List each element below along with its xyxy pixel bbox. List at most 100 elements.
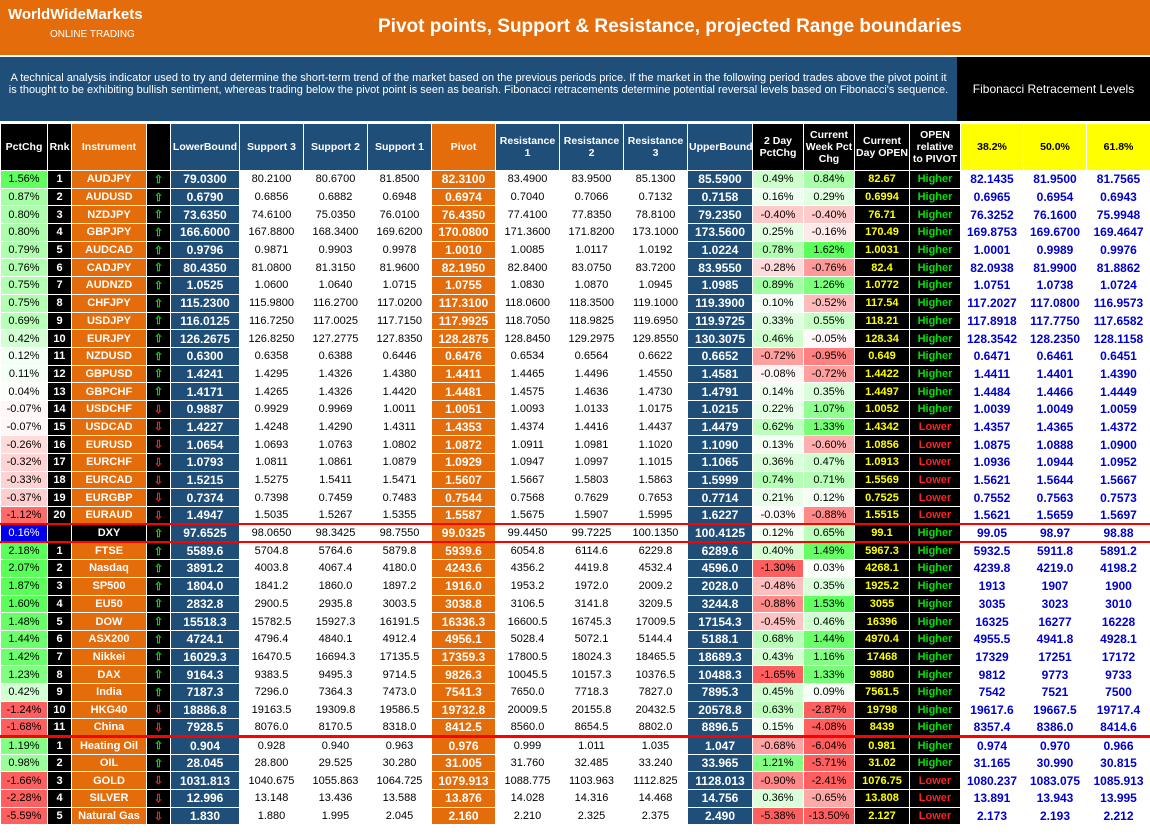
cell-resistance2: 5072.1 bbox=[559, 629, 624, 649]
cell-upperbound: 119.3900 bbox=[687, 293, 753, 313]
cell-fib-618: 1085.913 bbox=[1086, 771, 1150, 791]
cell-fib-382: 0.6965 bbox=[960, 187, 1024, 207]
cell-resistance2: 1.4496 bbox=[559, 364, 624, 384]
table-row: 1.44% 6 ASX200 ⇧ 4724.1 4796.4 4840.1 4912.4 495… bbox=[0, 629, 1150, 649]
cell-day-open: 1.0031 bbox=[854, 240, 910, 260]
cell-pivot: 0.6974 bbox=[431, 187, 496, 207]
cell-rank: 9 bbox=[47, 682, 72, 702]
cell-fib-382: 1.0001 bbox=[960, 240, 1024, 260]
col-resistance3: Resistance 3 bbox=[623, 123, 688, 171]
cell-day-open: 1925.2 bbox=[854, 576, 910, 596]
cell-support1: 0.6446 bbox=[367, 346, 432, 366]
cell-lowerbound: 166.6000 bbox=[170, 223, 240, 242]
cell-pivot: 16336.3 bbox=[431, 612, 496, 631]
cell-lowerbound: 0.9887 bbox=[170, 399, 240, 419]
cell-fib-382: 128.3542 bbox=[960, 329, 1024, 348]
cell-fib-500: 1.0944 bbox=[1023, 453, 1087, 472]
cell-fib-382: 1.4484 bbox=[960, 382, 1024, 401]
cell-direction: ⇧ bbox=[146, 647, 171, 667]
cell-support1: 5879.8 bbox=[367, 541, 432, 561]
cell-direction: ⇧ bbox=[146, 329, 171, 348]
cell-support2: 9495.3 bbox=[303, 665, 368, 684]
table-row: 1.56% 1 AUDJPY ⇧ 79.0300 80.2100 80.6700 81.850… bbox=[0, 170, 1150, 189]
cell-2day-pctchg: 0.21% bbox=[752, 488, 804, 508]
cell-day-open: 117.54 bbox=[854, 293, 910, 313]
up-arrow-icon: ⇧ bbox=[153, 757, 164, 770]
cell-resistance2: 1.5803 bbox=[559, 470, 624, 490]
cell-pctchg: -1.12% bbox=[0, 506, 48, 525]
col-direction bbox=[146, 123, 171, 171]
table-row: 0.42% 10 EURJPY ⇧ 126.2675 126.8250 127.2775 12… bbox=[0, 329, 1150, 348]
cell-open-vs-pivot: Higher bbox=[909, 682, 961, 702]
cell-pivot: 170.0800 bbox=[431, 223, 496, 242]
cell-day-open: 1.0772 bbox=[854, 276, 910, 295]
table-row: 1.42% 7 Nikkei ⇧ 16029.3 16470.5 16694.3 17135.… bbox=[0, 647, 1150, 667]
cell-instrument: GBPJPY bbox=[71, 223, 147, 242]
cell-support1: 1.4311 bbox=[367, 417, 432, 437]
cell-resistance2: 1103.963 bbox=[559, 771, 624, 791]
cell-instrument: DXY bbox=[71, 523, 147, 543]
cell-fib-382: 2.173 bbox=[960, 806, 1024, 826]
cell-resistance2: 1.0870 bbox=[559, 276, 624, 295]
cell-pivot: 1.5607 bbox=[431, 470, 496, 490]
cell-instrument: AUDUSD bbox=[71, 187, 147, 207]
cell-fib-618: 30.815 bbox=[1086, 753, 1150, 773]
cell-fib-618: 1.0059 bbox=[1086, 399, 1150, 419]
cell-fib-500: 19667.5 bbox=[1023, 700, 1087, 720]
cell-week-pctchg: -0.52% bbox=[803, 293, 855, 313]
cell-upperbound: 2.490 bbox=[687, 806, 753, 826]
cell-support2: 81.3150 bbox=[303, 258, 368, 278]
table-row: -1.12% 20 EURAUD ⇩ 1.4947 1.5035 1.5267 1.5355 1… bbox=[0, 506, 1150, 525]
cell-instrument: India bbox=[71, 682, 147, 702]
cell-support3: 74.6100 bbox=[239, 205, 304, 225]
cell-support2: 2935.8 bbox=[303, 594, 368, 614]
cell-pivot: 82.1950 bbox=[431, 258, 496, 278]
cell-support3: 116.7250 bbox=[239, 311, 304, 331]
cell-fib-382: 19617.6 bbox=[960, 700, 1024, 720]
cell-support3: 1.4248 bbox=[239, 417, 304, 437]
up-arrow-icon: ⇧ bbox=[153, 297, 164, 310]
cell-lowerbound: 0.7374 bbox=[170, 488, 240, 508]
cell-direction: ⇧ bbox=[146, 576, 171, 596]
cell-rank: 5 bbox=[47, 612, 72, 631]
cell-support2: 1860.0 bbox=[303, 576, 368, 596]
cell-pctchg: 2.07% bbox=[0, 559, 48, 578]
cell-pivot: 1.0929 bbox=[431, 453, 496, 472]
cell-support3: 1.0600 bbox=[239, 276, 304, 295]
cell-upperbound: 0.6652 bbox=[687, 346, 753, 366]
cell-day-open: 1.0913 bbox=[854, 453, 910, 472]
cell-instrument: AUDJPY bbox=[71, 170, 147, 189]
cell-support1: 2.045 bbox=[367, 806, 432, 826]
cell-2day-pctchg: 0.12% bbox=[752, 523, 804, 543]
cell-instrument: NZDUSD bbox=[71, 346, 147, 366]
cell-2day-pctchg: 0.78% bbox=[752, 240, 804, 260]
cell-upperbound: 0.7714 bbox=[687, 488, 753, 508]
cell-resistance3: 119.1000 bbox=[623, 293, 688, 313]
cell-resistance1: 31.760 bbox=[495, 753, 560, 773]
cell-resistance1: 1.5675 bbox=[495, 506, 560, 525]
cell-fib-382: 1.4411 bbox=[960, 364, 1024, 384]
cell-day-open: 1.4342 bbox=[854, 417, 910, 437]
cell-resistance3: 78.8100 bbox=[623, 205, 688, 225]
cell-day-open: 7561.5 bbox=[854, 682, 910, 702]
cell-pctchg: 1.19% bbox=[0, 735, 48, 755]
cell-resistance2: 10157.3 bbox=[559, 665, 624, 684]
cell-week-pctchg: 1.26% bbox=[803, 276, 855, 295]
cell-2day-pctchg: 0.63% bbox=[752, 700, 804, 720]
table-row: 1.19% 1 Heating Oil ⇧ 0.904 0.928 0.940 0.963 0.… bbox=[0, 735, 1150, 755]
cell-instrument: EURUSD bbox=[71, 435, 147, 454]
cell-support3: 0.9871 bbox=[239, 240, 304, 260]
cell-fib-618: 7500 bbox=[1086, 682, 1150, 702]
cell-pctchg: 0.75% bbox=[0, 293, 48, 313]
cell-fib-618: 98.88 bbox=[1086, 523, 1150, 543]
cell-pivot: 128.2875 bbox=[431, 329, 496, 348]
cell-support3: 8076.0 bbox=[239, 718, 304, 737]
cell-support1: 1897.2 bbox=[367, 576, 432, 596]
cell-fib-500: 81.9900 bbox=[1023, 258, 1087, 278]
cell-direction: ⇧ bbox=[146, 346, 171, 366]
cell-instrument: OIL bbox=[71, 753, 147, 773]
cell-pivot: 7541.3 bbox=[431, 682, 496, 702]
col-2day-pctchg: 2 Day PctChg bbox=[752, 123, 804, 171]
table-row: 1.60% 4 EU50 ⇧ 2832.8 2900.5 2935.8 3003.5 3038.… bbox=[0, 594, 1150, 614]
col-resistance2: Resistance 2 bbox=[559, 123, 624, 171]
